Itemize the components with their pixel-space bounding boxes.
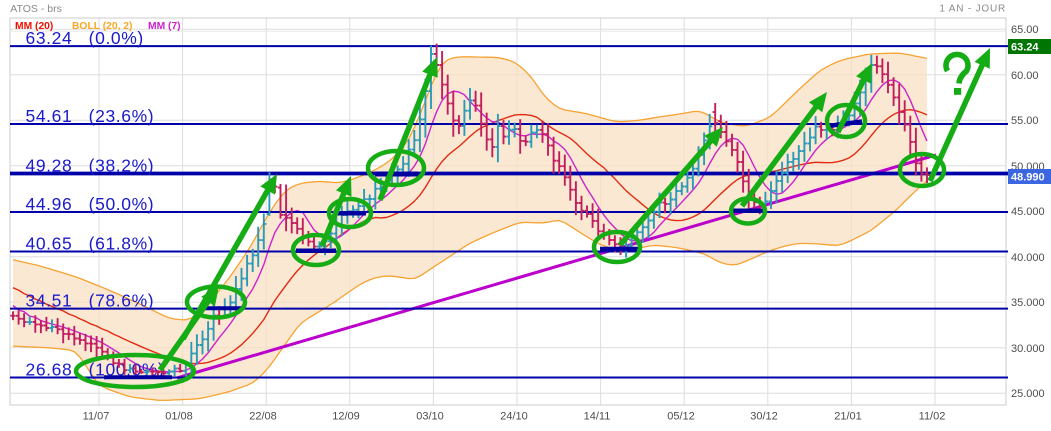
svg-text:45.000: 45.000 <box>1011 206 1045 218</box>
svg-text:44.96 (50.0%): 44.96 (50.0%) <box>26 194 155 214</box>
svg-text:11/02: 11/02 <box>919 411 946 423</box>
svg-text:1 AN - JOUR: 1 AN - JOUR <box>939 4 1006 15</box>
svg-text:63.24 (0.0%): 63.24 (0.0%) <box>26 28 144 48</box>
svg-text:35.000: 35.000 <box>1011 297 1045 309</box>
svg-text:MM (20): MM (20) <box>15 21 53 32</box>
svg-text:30/12: 30/12 <box>750 411 778 423</box>
svg-text:54.61 (23.6%): 54.61 (23.6%) <box>26 106 155 126</box>
svg-text:65.00: 65.00 <box>1011 24 1039 36</box>
svg-text:MM (7): MM (7) <box>148 21 181 32</box>
svg-text:03/10: 03/10 <box>416 411 444 423</box>
svg-text:11/07: 11/07 <box>83 411 110 423</box>
svg-text:ATOS - brs: ATOS - brs <box>10 3 62 15</box>
svg-text:40.65 (61.8%): 40.65 (61.8%) <box>26 234 155 254</box>
svg-text:63.24: 63.24 <box>1011 42 1039 54</box>
svg-text:12/09: 12/09 <box>332 411 360 423</box>
svg-text:34.51 (78.6%): 34.51 (78.6%) <box>26 291 155 311</box>
svg-text:01/08: 01/08 <box>165 411 193 423</box>
svg-text:05/12: 05/12 <box>667 411 695 423</box>
svg-text:25.000: 25.000 <box>1011 388 1045 400</box>
svg-text:49.28 (38.2%): 49.28 (38.2%) <box>26 156 155 176</box>
svg-text:55.00: 55.00 <box>1011 115 1039 127</box>
svg-text:40.000: 40.000 <box>1011 252 1045 264</box>
svg-text:24/10: 24/10 <box>500 411 528 423</box>
svg-text:14/11: 14/11 <box>584 411 611 423</box>
svg-text:30.000: 30.000 <box>1011 343 1045 355</box>
svg-text:21/01: 21/01 <box>834 411 862 423</box>
svg-text:BOLL (20, 2): BOLL (20, 2) <box>72 21 132 32</box>
svg-text:48.990: 48.990 <box>1011 172 1045 184</box>
svg-text:60.00: 60.00 <box>1011 70 1039 82</box>
svg-text:22/08: 22/08 <box>249 411 277 423</box>
